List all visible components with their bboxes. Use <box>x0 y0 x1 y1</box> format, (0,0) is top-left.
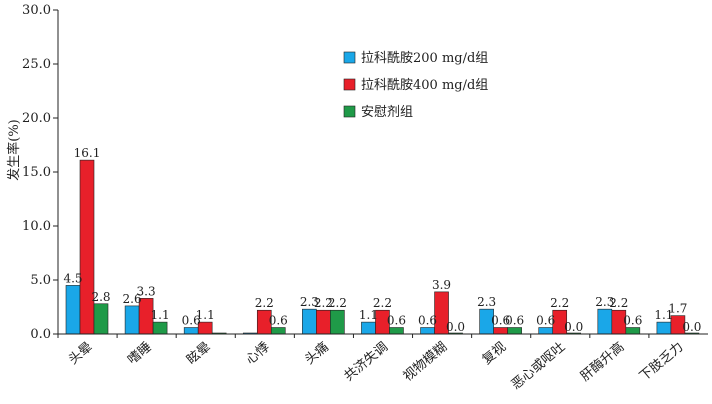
y-tick-label: 20.0 <box>22 111 51 126</box>
legend-swatch <box>343 51 356 64</box>
category-label: 复视 <box>480 340 510 368</box>
category-label: 下肢乏力 <box>636 339 686 385</box>
bars <box>65 159 700 335</box>
category-label: 共济失调 <box>342 340 391 385</box>
category-label: 恶心或呕吐 <box>509 340 568 393</box>
data-label: 1.1 <box>151 308 170 322</box>
bar <box>183 327 199 335</box>
data-label: 0.6 <box>623 314 642 328</box>
bar <box>656 321 672 335</box>
bar <box>93 303 109 335</box>
category-label: 心悸 <box>243 340 273 368</box>
y-tick-label: 30.0 <box>22 3 51 18</box>
data-label: 4.5 <box>63 271 82 285</box>
data-label: 2.2 <box>373 296 392 310</box>
category-label: 肝酶升高 <box>577 339 627 385</box>
legend-label: 安慰剂组 <box>361 105 413 120</box>
data-labels: 4.52.60.62.31.1 0.62.30.62.31.116.13.31.1… <box>63 146 701 334</box>
bar <box>302 308 317 335</box>
data-label: 2.2 <box>255 296 274 310</box>
bar <box>79 159 95 335</box>
x-axis: 头晕 嗜睡 眩晕 心悸 头痛 共济失调 视物模糊 复视 恶心或呕吐 肝酶升高 下肢乏力 <box>57 333 708 393</box>
data-label: 2.8 <box>91 290 110 304</box>
data-label: 2.6 <box>123 292 142 306</box>
bar <box>420 327 435 335</box>
y-axis-title: 发生率(%) <box>6 119 22 181</box>
category-label: 嗜睡 <box>125 340 155 368</box>
data-label: 2.2 <box>550 296 569 310</box>
data-label: 2.3 <box>595 295 614 309</box>
legend-swatch <box>343 78 356 91</box>
data-label: 3.9 <box>432 278 451 292</box>
data-label: 0.0 <box>564 320 583 334</box>
data-label: 2.2 <box>328 296 347 310</box>
bar <box>361 321 376 335</box>
data-label: 0.6 <box>418 314 437 328</box>
data-label: 1.1 <box>359 308 378 322</box>
data-label: 2.3 <box>477 295 496 309</box>
category-label: 头痛 <box>302 339 332 368</box>
bar <box>538 327 554 335</box>
bar <box>124 305 140 335</box>
data-label: 1.1 <box>654 308 673 322</box>
data-label: 2.2 <box>314 296 333 310</box>
bar <box>389 327 404 335</box>
y-tick-label: 10.0 <box>22 219 51 234</box>
data-label: 0.0 <box>682 320 701 334</box>
data-label: 0.6 <box>387 314 406 328</box>
bar <box>493 327 508 335</box>
y-tick-label: 25.0 <box>22 57 51 72</box>
data-label: 3.3 <box>137 284 156 298</box>
category-label: 视物模糊 <box>400 339 450 385</box>
bar <box>152 321 168 335</box>
bar <box>316 309 331 335</box>
data-label: 0.0 <box>446 320 465 334</box>
y-axis: 0.0 5.0 10.0 15.0 20.0 25.0 30.0 <box>22 3 59 342</box>
data-label: 1.1 <box>196 308 215 322</box>
y-tick-label: 15.0 <box>22 165 51 180</box>
bar <box>597 308 613 335</box>
data-label: 2.2 <box>609 296 628 310</box>
category-label: 头晕 <box>66 340 96 368</box>
data-label: 0.6 <box>505 314 524 328</box>
bar <box>507 327 522 335</box>
data-label: 16.1 <box>74 146 101 160</box>
legend-label: 拉科酰胺400 mg/d组 <box>361 78 488 93</box>
data-label: 2.3 <box>300 295 319 309</box>
data-label: 0.6 <box>269 314 288 328</box>
bar <box>625 327 641 335</box>
data-label: 0.6 <box>536 314 555 328</box>
data-label: 0.6 <box>182 314 201 328</box>
bar <box>270 327 286 335</box>
bar <box>330 309 345 335</box>
data-label: 0.6 <box>491 314 510 328</box>
category-label: 眩晕 <box>184 339 214 368</box>
y-tick-label: 5.0 <box>30 273 51 288</box>
legend-label: 拉科酰胺200 mg/d组 <box>361 51 488 66</box>
legend-swatch <box>343 105 356 118</box>
data-label: 1.7 <box>668 302 687 316</box>
bar <box>65 285 81 335</box>
y-tick-label: 0.0 <box>30 327 51 342</box>
